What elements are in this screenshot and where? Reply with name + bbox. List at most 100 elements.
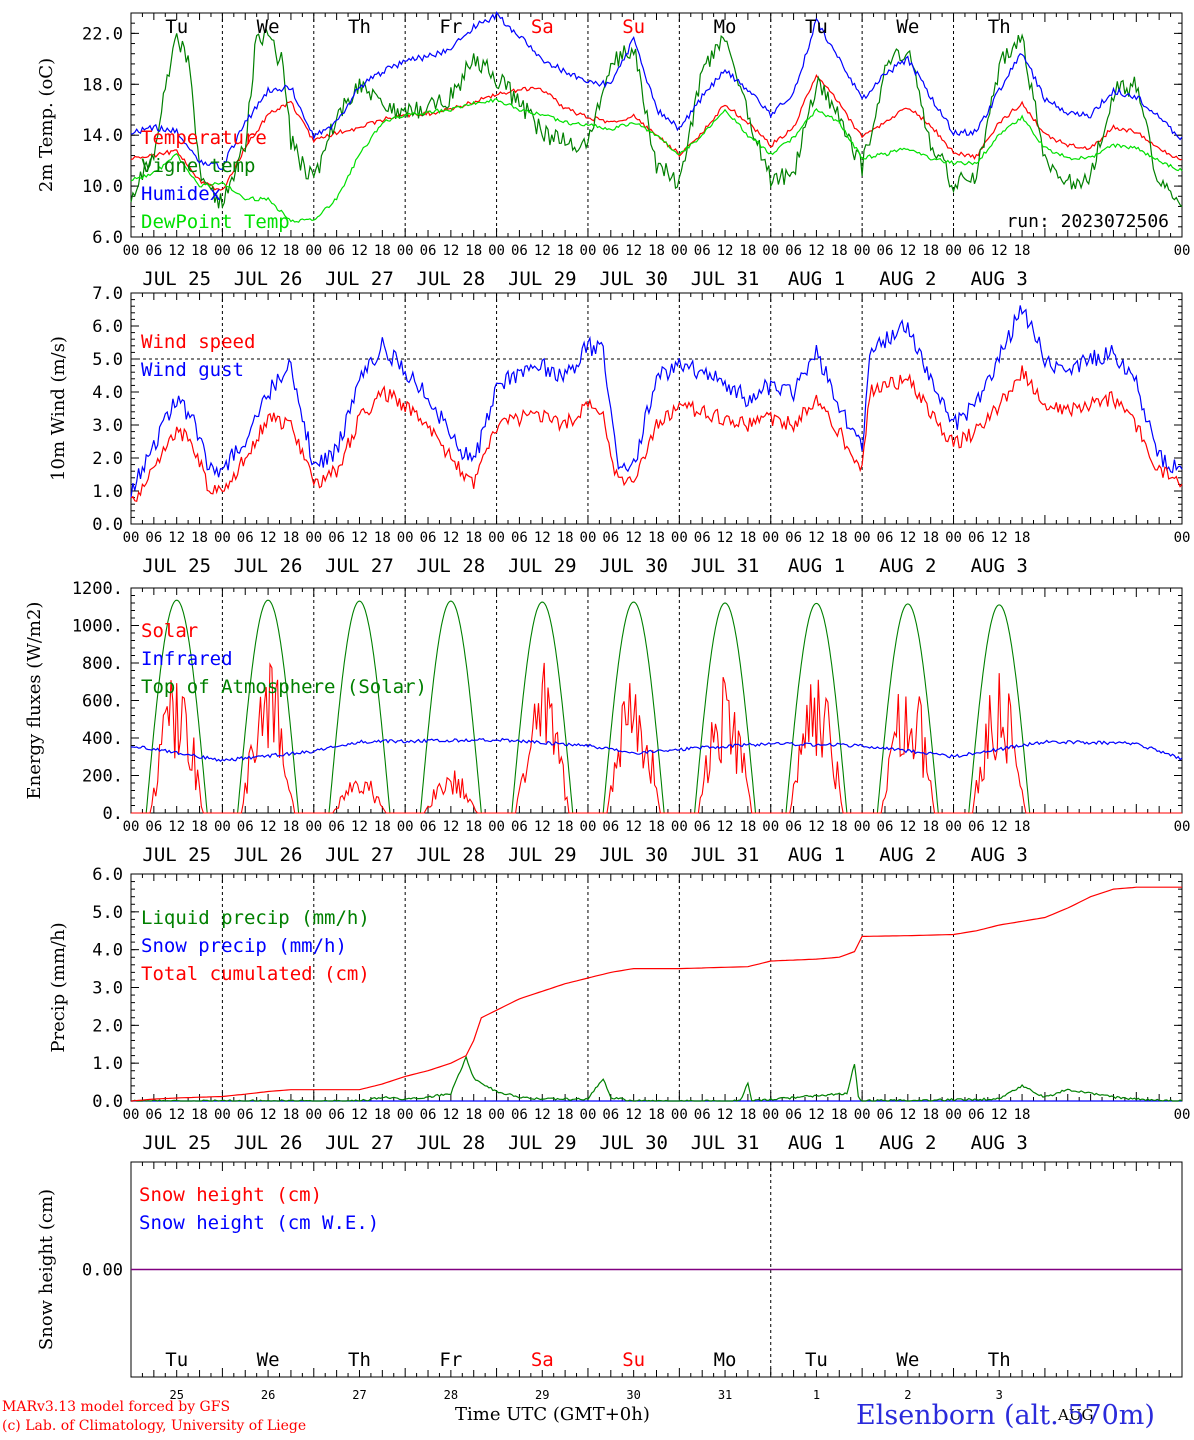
hour-label: 06 — [785, 243, 802, 259]
run-label: run: 2023072506 — [1006, 211, 1169, 232]
legend-item: Snow height (cm W.E.) — [139, 1212, 379, 1234]
x-axis-label: Time UTC (GMT+0h) — [455, 1404, 650, 1425]
hour-label: 00 — [854, 530, 871, 546]
y-axis-label: Energy fluxes (W/m2) — [24, 602, 45, 800]
legend-item: Snow precip (mm/h) — [141, 935, 347, 957]
hour-label: 00 — [123, 1107, 140, 1123]
hour-label: 06 — [602, 243, 619, 259]
date-label: JUL 26 — [234, 844, 303, 866]
y-tick-label: 4.0 — [92, 383, 123, 403]
toa-solar-line — [131, 599, 1182, 814]
weekday-label: Sa — [531, 16, 554, 38]
hour-label: 06 — [602, 819, 619, 835]
y-tick-label: 1.0 — [92, 1054, 123, 1074]
day-number-label: 1 — [813, 1388, 820, 1402]
hour-label: 06 — [602, 1107, 619, 1123]
legend-item: Liquid precip (mm/h) — [141, 907, 370, 929]
hour-label: 12 — [991, 1107, 1008, 1123]
hour-label: 00 — [945, 819, 962, 835]
hour-label: 00 — [488, 243, 505, 259]
hour-label: 12 — [168, 243, 185, 259]
hour-label: 12 — [351, 1107, 368, 1123]
hour-label: 18 — [465, 1107, 482, 1123]
hour-label: 18 — [922, 819, 939, 835]
hour-label: 18 — [465, 243, 482, 259]
hour-label: 06 — [328, 819, 345, 835]
hour-label: 06 — [785, 530, 802, 546]
hour-label: 00 — [1174, 1107, 1191, 1123]
hour-label: 18 — [648, 243, 665, 259]
panel-5: 0.00 Snow height (cm) Snow height (cm) Snow… — [36, 1161, 1183, 1402]
hour-label: 18 — [283, 530, 300, 546]
date-label: AUG 2 — [879, 555, 936, 577]
hour-label: 06 — [785, 1107, 802, 1123]
hour-label: 00 — [397, 530, 414, 546]
hour-label: 18 — [191, 530, 208, 546]
hour-label: 12 — [717, 1107, 734, 1123]
legend-item: DewPoint Temp — [141, 211, 290, 233]
hour-label: 06 — [237, 1107, 254, 1123]
hour-label: 00 — [762, 1107, 779, 1123]
hour-label: 06 — [877, 819, 894, 835]
date-label: AUG 2 — [879, 268, 936, 290]
hour-label: 18 — [739, 1107, 756, 1123]
weekday-label: Fr — [439, 1349, 462, 1371]
date-label: JUL 30 — [599, 1132, 668, 1154]
y-tick-label: 1.0 — [92, 482, 123, 502]
liquid-precip-line — [131, 1055, 1183, 1102]
day-number-label: 31 — [718, 1388, 732, 1402]
y-axis-label: 2m Temp. (oC) — [36, 58, 57, 192]
hour-label: 00 — [123, 530, 140, 546]
hour-label: 00 — [214, 1107, 231, 1123]
hour-label: 12 — [717, 819, 734, 835]
hour-label: 06 — [145, 530, 162, 546]
date-label: JUL 26 — [234, 555, 303, 577]
hour-label: 06 — [237, 819, 254, 835]
weekday-label: Th — [348, 1349, 371, 1371]
y-tick-label: 3.0 — [92, 979, 123, 999]
hour-label: 18 — [557, 243, 574, 259]
hour-label: 00 — [305, 819, 322, 835]
hour-label: 06 — [877, 530, 894, 546]
humidex-line — [130, 11, 1183, 171]
hour-label: 12 — [168, 1107, 185, 1123]
hour-label: 12 — [808, 1107, 825, 1123]
date-label: JUL 30 — [599, 555, 668, 577]
hour-label: 18 — [922, 243, 939, 259]
hour-label: 00 — [488, 819, 505, 835]
hour-label: 00 — [945, 530, 962, 546]
hour-label: 06 — [877, 1107, 894, 1123]
hour-label: 06 — [511, 1107, 528, 1123]
hour-label: 18 — [831, 819, 848, 835]
hour-label: 18 — [465, 819, 482, 835]
hour-label: 00 — [671, 530, 688, 546]
hour-label: 06 — [968, 819, 985, 835]
hour-label: 06 — [694, 819, 711, 835]
hour-label: 12 — [260, 1107, 277, 1123]
panel-1: 6.0 10.0 14.0 18.0 22.0 2m Temp. (oC) 00 06 12 18… — [36, 11, 1190, 290]
date-label: JUL 26 — [234, 268, 303, 290]
date-label: JUL 29 — [508, 1132, 577, 1154]
y-tick-label: 6.0 — [92, 865, 123, 885]
date-label: AUG 1 — [788, 555, 845, 577]
hour-label: 12 — [899, 243, 916, 259]
day-number-label: 30 — [626, 1388, 640, 1402]
hour-label: 18 — [739, 243, 756, 259]
lab-credit: (c) Lab. of Climatology, University of L… — [2, 1418, 307, 1434]
hour-label: 06 — [511, 819, 528, 835]
hour-label: 18 — [374, 819, 391, 835]
hour-label: 06 — [968, 1107, 985, 1123]
hour-label: 12 — [899, 1107, 916, 1123]
hour-label: 12 — [534, 530, 551, 546]
infrared-line — [131, 737, 1183, 762]
hour-label: 00 — [305, 530, 322, 546]
hour-label: 12 — [351, 243, 368, 259]
date-label: JUL 27 — [325, 844, 394, 866]
hour-label: 06 — [877, 243, 894, 259]
hour-label: 18 — [283, 243, 300, 259]
hour-label: 00 — [580, 243, 597, 259]
date-label: AUG 2 — [879, 844, 936, 866]
hour-label: 12 — [168, 819, 185, 835]
hour-label: 12 — [260, 243, 277, 259]
